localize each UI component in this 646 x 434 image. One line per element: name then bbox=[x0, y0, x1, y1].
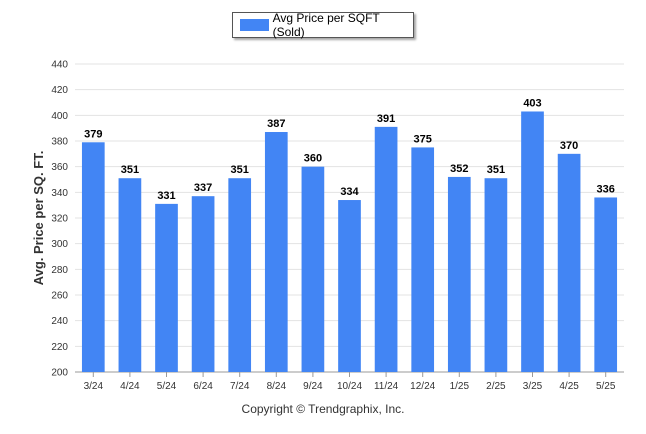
y-tick-label: 420 bbox=[51, 85, 68, 96]
legend-label: Avg Price per SQFT (Sold) bbox=[272, 11, 380, 39]
x-tick-label: 9/24 bbox=[303, 381, 323, 392]
bar-12/24[interactable] bbox=[411, 147, 435, 372]
data-label: 379 bbox=[84, 128, 102, 140]
y-tick-label: 360 bbox=[51, 162, 68, 173]
y-tick-label: 200 bbox=[51, 368, 68, 379]
bar-3/24[interactable] bbox=[81, 142, 105, 372]
bar-6/24[interactable] bbox=[191, 196, 215, 372]
bar-1/25[interactable] bbox=[447, 176, 471, 372]
legend-swatch bbox=[240, 19, 269, 31]
bars bbox=[81, 111, 618, 372]
data-label: 331 bbox=[157, 190, 175, 202]
bar-3/25[interactable] bbox=[521, 111, 544, 372]
bar-4/24[interactable] bbox=[118, 178, 142, 372]
y-axis-label: Avg. Price per SQ. FT. bbox=[31, 151, 46, 286]
bar-9/24[interactable] bbox=[301, 166, 325, 372]
x-tick-label: 7/24 bbox=[230, 381, 250, 392]
data-label: 370 bbox=[560, 140, 578, 152]
data-label: 336 bbox=[597, 183, 615, 195]
bar-4/25[interactable] bbox=[557, 153, 581, 372]
x-tick-label: 3/24 bbox=[84, 381, 104, 392]
data-label: 351 bbox=[121, 164, 139, 176]
x-tick-label: 3/25 bbox=[523, 381, 543, 392]
data-label: 351 bbox=[231, 164, 249, 176]
x-tick-label: 10/24 bbox=[337, 381, 362, 392]
bar-2/25[interactable] bbox=[484, 178, 508, 372]
data-label: 391 bbox=[377, 113, 395, 125]
x-tick-label: 8/24 bbox=[267, 381, 287, 392]
bar-11/24[interactable] bbox=[374, 126, 398, 372]
y-tick-label: 400 bbox=[51, 111, 68, 122]
bar-8/24[interactable] bbox=[264, 132, 288, 372]
x-tick-label: 1/25 bbox=[450, 381, 470, 392]
x-tick-label: 12/24 bbox=[410, 381, 435, 392]
y-tick-label: 320 bbox=[51, 214, 68, 225]
x-tick-labels: 3/24 4/24 5/24 6/24 7/24 8/24 9/24 10/24 11/24 12… bbox=[84, 372, 616, 392]
y-tick-label: 440 bbox=[51, 60, 68, 71]
x-tick-label: 5/25 bbox=[596, 381, 616, 392]
data-label: 403 bbox=[523, 97, 541, 109]
data-labels: 379 351 331 337 351 387 360 334 391 375 352 351 403 3… bbox=[84, 97, 615, 201]
data-label: 351 bbox=[487, 164, 505, 176]
y-tick-label: 260 bbox=[51, 291, 68, 302]
y-tick-label: 240 bbox=[51, 316, 68, 327]
bar-5/24[interactable] bbox=[155, 203, 178, 372]
copyright-text: Copyright © Trendgraphix, Inc. bbox=[241, 402, 405, 416]
bar-7/24[interactable] bbox=[228, 178, 252, 372]
data-label: 352 bbox=[450, 163, 468, 175]
bar-5/25[interactable] bbox=[594, 197, 618, 372]
x-tick-label: 6/24 bbox=[193, 381, 213, 392]
data-label: 360 bbox=[304, 153, 322, 165]
chart-legend: Avg Price per SQFT (Sold) bbox=[232, 11, 414, 39]
x-tick-label: 4/25 bbox=[559, 381, 579, 392]
y-tick-label: 380 bbox=[51, 137, 68, 148]
y-tick-label: 280 bbox=[51, 265, 68, 276]
y-tick-label: 300 bbox=[51, 239, 68, 250]
bar-10/24[interactable] bbox=[338, 200, 361, 372]
data-label: 375 bbox=[414, 133, 432, 145]
y-tick-label: 340 bbox=[51, 188, 68, 199]
data-label: 334 bbox=[340, 186, 359, 198]
x-tick-label: 11/24 bbox=[374, 381, 399, 392]
data-label: 387 bbox=[267, 118, 285, 130]
data-label: 337 bbox=[194, 182, 212, 194]
x-tick-label: 2/25 bbox=[486, 381, 506, 392]
x-tick-label: 4/24 bbox=[120, 381, 140, 392]
y-tick-labels: 200 220 240 260 280 300 320 340 360 380 400 420 440 bbox=[51, 60, 68, 379]
y-tick-label: 220 bbox=[51, 342, 68, 353]
x-tick-label: 5/24 bbox=[157, 381, 177, 392]
